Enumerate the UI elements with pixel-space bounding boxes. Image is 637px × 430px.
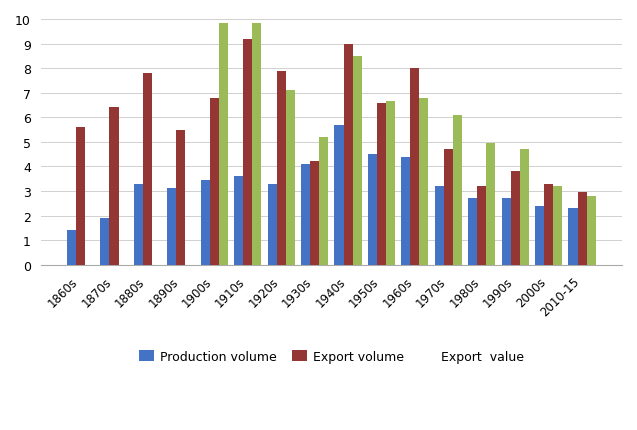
Bar bbox=[386, 102, 395, 265]
Bar bbox=[553, 187, 562, 265]
Bar bbox=[201, 181, 210, 265]
Bar bbox=[134, 184, 143, 265]
Bar bbox=[486, 144, 496, 265]
Bar bbox=[477, 187, 486, 265]
Bar bbox=[168, 189, 176, 265]
Bar bbox=[276, 71, 285, 265]
Bar bbox=[535, 206, 544, 265]
Bar bbox=[285, 91, 295, 265]
Bar bbox=[587, 197, 596, 265]
Bar bbox=[76, 128, 85, 265]
Bar bbox=[301, 165, 310, 265]
Bar bbox=[101, 218, 110, 265]
Bar bbox=[401, 157, 410, 265]
Bar bbox=[453, 116, 462, 265]
Bar bbox=[67, 231, 76, 265]
Bar bbox=[210, 98, 218, 265]
Legend: Production volume, Export volume, Export  value: Production volume, Export volume, Export… bbox=[134, 345, 529, 368]
Bar bbox=[368, 155, 377, 265]
Bar bbox=[377, 103, 386, 265]
Bar bbox=[468, 199, 477, 265]
Bar bbox=[176, 130, 185, 265]
Bar bbox=[501, 199, 511, 265]
Bar bbox=[435, 187, 444, 265]
Bar bbox=[110, 108, 118, 265]
Bar bbox=[352, 57, 362, 265]
Bar bbox=[319, 138, 328, 265]
Bar bbox=[252, 24, 261, 265]
Bar bbox=[520, 150, 529, 265]
Bar bbox=[243, 40, 252, 265]
Bar bbox=[334, 125, 343, 265]
Bar bbox=[143, 74, 152, 265]
Bar bbox=[310, 162, 319, 265]
Bar bbox=[234, 177, 243, 265]
Bar bbox=[410, 69, 419, 265]
Bar bbox=[568, 209, 578, 265]
Bar bbox=[419, 98, 429, 265]
Bar bbox=[511, 172, 520, 265]
Bar bbox=[544, 184, 553, 265]
Bar bbox=[268, 184, 276, 265]
Bar bbox=[343, 44, 352, 265]
Bar bbox=[578, 193, 587, 265]
Bar bbox=[444, 150, 453, 265]
Bar bbox=[218, 24, 228, 265]
